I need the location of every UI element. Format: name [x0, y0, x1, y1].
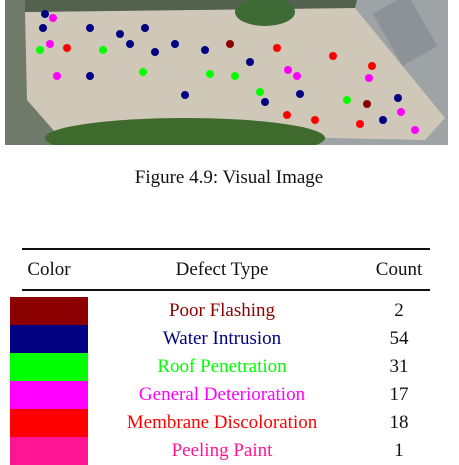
aerial-photo: [5, 0, 448, 145]
defect-type: Poor Flashing: [168, 300, 276, 321]
defect-type: Membrane Discoloration: [126, 412, 318, 433]
count: 18: [389, 412, 409, 433]
count: 2: [394, 300, 404, 321]
count: 1: [394, 440, 404, 461]
defect-type: Peeling Paint: [171, 440, 273, 461]
defect-type: General Deterioration: [138, 384, 306, 405]
count: 31: [389, 356, 409, 377]
defect-dots: [36, 10, 419, 134]
defect-type: Roof Penetration: [157, 356, 287, 377]
color-swatch: [10, 325, 88, 353]
header-cell: Count: [375, 259, 423, 280]
table-mid-rule: [22, 289, 430, 291]
count: 17: [389, 384, 409, 405]
color-swatch: [10, 297, 88, 325]
color-swatch: [10, 381, 88, 409]
figure-caption: Figure 4.9: Visual Image: [134, 167, 324, 188]
count: 54: [389, 328, 409, 349]
color-swatch: [10, 353, 88, 381]
color-swatch: [10, 409, 88, 437]
table-top-rule: [22, 248, 430, 250]
header-cell: Defect Type: [175, 259, 269, 280]
defect-type: Water Intrusion: [162, 328, 282, 349]
header-cell: Color: [27, 259, 71, 280]
color-swatch: [10, 437, 88, 465]
